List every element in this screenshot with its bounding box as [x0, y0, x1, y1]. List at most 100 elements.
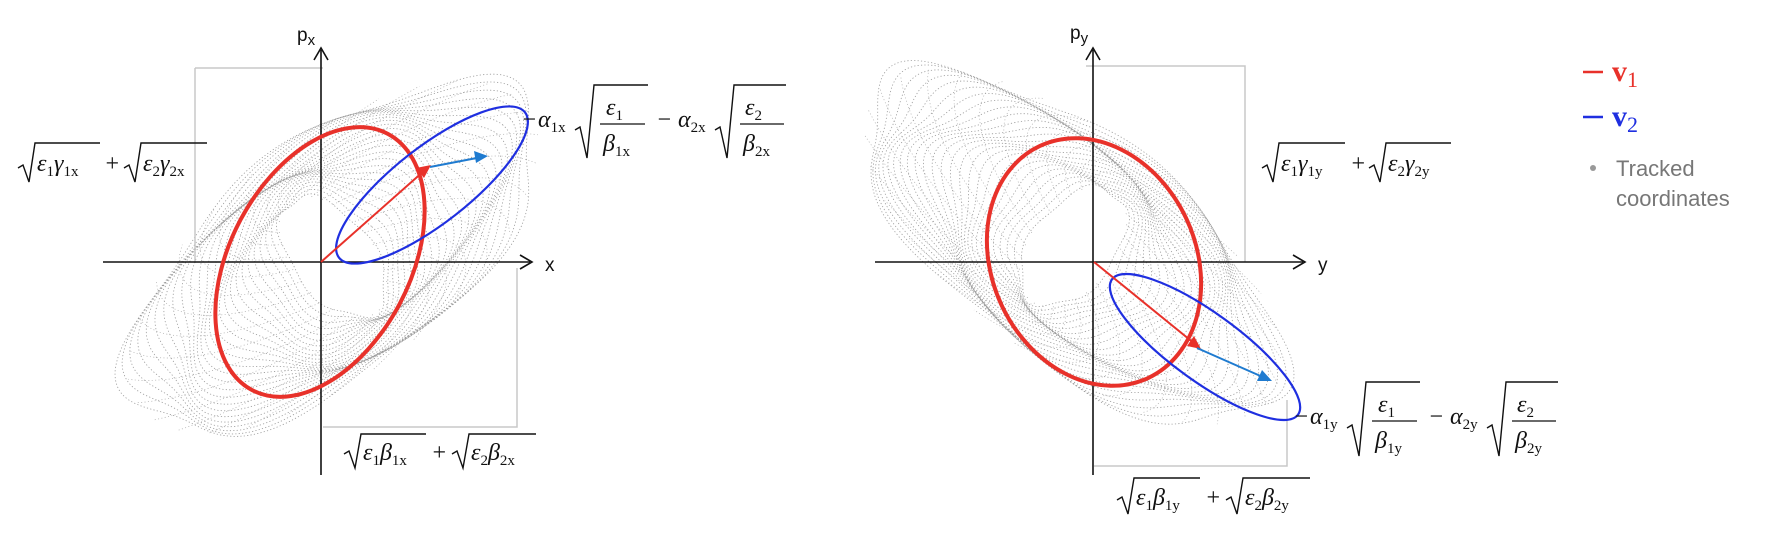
tracked-spiral — [156, 281, 312, 316]
tracked-ring — [137, 98, 521, 428]
tracked-spiral — [277, 85, 420, 213]
tracked-ring — [270, 189, 390, 320]
tracked-ring — [224, 158, 440, 360]
tracked-coordinates-y — [864, 60, 1295, 425]
tracked-ring — [172, 114, 503, 405]
tracked-ring — [906, 106, 1226, 390]
v2-vector-y — [1196, 347, 1266, 379]
svg-text:ε2γ2x: ε2γ2x — [143, 151, 185, 180]
tracked-ring — [964, 145, 1192, 356]
tracked-ring — [1021, 184, 1130, 307]
tracked-ring — [959, 142, 1199, 361]
tracked-ring — [878, 74, 1269, 403]
v2-vector-y-head — [1257, 370, 1272, 381]
svg-text:ε1: ε1 — [606, 95, 623, 124]
panel-y: y py ε1γ1y + ε2γ2y ε1β1y + ε2β2y − — [864, 23, 1558, 515]
tracked-coordinates-x — [114, 73, 538, 437]
label-beta-x: ε1β1x + ε2β2x — [343, 433, 536, 471]
tracked-spiral — [138, 301, 322, 337]
tracked-spiral — [1064, 146, 1173, 195]
tracked-ring — [980, 160, 1161, 335]
svg-text:β1x: β1x — [602, 131, 630, 160]
v2-ellipse-y — [1108, 272, 1302, 422]
tracked-spiral — [1100, 272, 1143, 397]
tracked-ring — [129, 89, 525, 432]
tracked-spiral — [128, 308, 333, 359]
tracked-spiral — [1025, 115, 1089, 211]
tracked-ring — [1006, 176, 1140, 315]
panel-x: x px ε1γ1x + ε2γ2x ε1β1x + ε2β2x — [17, 25, 786, 475]
tracked-spiral — [372, 236, 467, 306]
label-alpha-x: − α1x ε1 β1x − α2x ε2 β2x — [521, 84, 786, 160]
svg-text:ε1γ1y: ε1γ1y — [1281, 151, 1323, 180]
tracked-spiral — [209, 309, 380, 434]
tracked-spiral — [246, 301, 389, 429]
svg-text:β2y: β2y — [1514, 428, 1542, 457]
svg-text:v1: v1 — [1612, 55, 1638, 92]
v1-vector-y-head — [1187, 336, 1201, 349]
svg-text:+: + — [1350, 151, 1366, 177]
svg-text:β2x: β2x — [742, 131, 770, 160]
tracked-ring — [967, 149, 1185, 351]
svg-text:+: + — [1205, 485, 1221, 511]
v1-ellipse-x — [213, 125, 427, 399]
tracked-spiral — [199, 208, 294, 278]
tracked-spiral — [136, 316, 355, 404]
tracked-ring — [209, 138, 462, 368]
tracked-spiral — [900, 75, 1020, 270]
tracked-ring — [196, 123, 484, 383]
tracked-spiral — [219, 174, 287, 261]
tracked-spiral — [867, 108, 1024, 291]
v1-vector-y — [1093, 261, 1196, 345]
svg-text:α1y: α1y — [1310, 404, 1338, 433]
tracked-spiral — [178, 244, 302, 296]
tracked-spiral — [1118, 196, 1282, 360]
tracked-spiral — [379, 253, 447, 340]
svg-text:ε2β2x: ε2β2x — [471, 440, 515, 469]
svg-text:β1y: β1y — [1374, 428, 1402, 457]
tracked-spiral — [973, 299, 1082, 348]
tracked-spiral — [1122, 203, 1279, 386]
label-gamma-x: ε1γ1x + ε2γ2x — [17, 142, 207, 183]
svg-text:+: + — [431, 440, 447, 466]
tracked-ring — [213, 144, 455, 366]
tracked-ring — [993, 168, 1146, 325]
tracked-spiral — [321, 133, 538, 200]
tracked-spiral — [354, 198, 510, 233]
tracked-ring — [931, 127, 1216, 377]
tracked-spiral — [953, 71, 1026, 246]
tracked-ring — [872, 64, 1287, 417]
tracked-spiral — [979, 81, 1033, 234]
tracked-ring — [145, 106, 518, 423]
svg-text:α2x: α2x — [678, 107, 706, 136]
tracked-ring — [999, 172, 1143, 320]
tracked-spiral — [266, 98, 380, 222]
tracked-ring — [114, 73, 530, 437]
tracked-spiral — [237, 143, 294, 246]
legend-item-v2: v2 — [1583, 100, 1638, 137]
bounding-box-y — [1086, 65, 1288, 467]
svg-text:+: + — [104, 151, 120, 177]
tracked-ring — [940, 133, 1211, 372]
tracked-ring — [870, 60, 1295, 425]
tracked-spiral — [1003, 97, 1046, 222]
axis-label-x: x — [545, 255, 555, 276]
tracked-spiral — [344, 177, 528, 213]
svg-text:ε2γ2y: ε2γ2y — [1388, 151, 1430, 180]
axis-x-arrow — [519, 254, 534, 270]
svg-text:ε1β1x: ε1β1x — [363, 440, 407, 469]
svg-text:−: − — [521, 107, 537, 133]
tracked-spiral — [907, 236, 1054, 323]
svg-text:Tracked: Tracked — [1616, 156, 1695, 181]
svg-text:ε2β2y: ε2β2y — [1245, 485, 1289, 514]
tracked-ring — [950, 139, 1205, 367]
axis-label-y: y — [1318, 255, 1328, 276]
label-gamma-y: ε1γ1y + ε2γ2y — [1261, 142, 1451, 183]
svg-text:−: − — [656, 107, 672, 133]
tracked-ring — [181, 116, 497, 398]
tracked-spiral — [286, 292, 400, 416]
tracked-spiral — [329, 281, 414, 396]
tracked-spiral — [1014, 292, 1100, 363]
tracked-spiral — [293, 83, 489, 200]
